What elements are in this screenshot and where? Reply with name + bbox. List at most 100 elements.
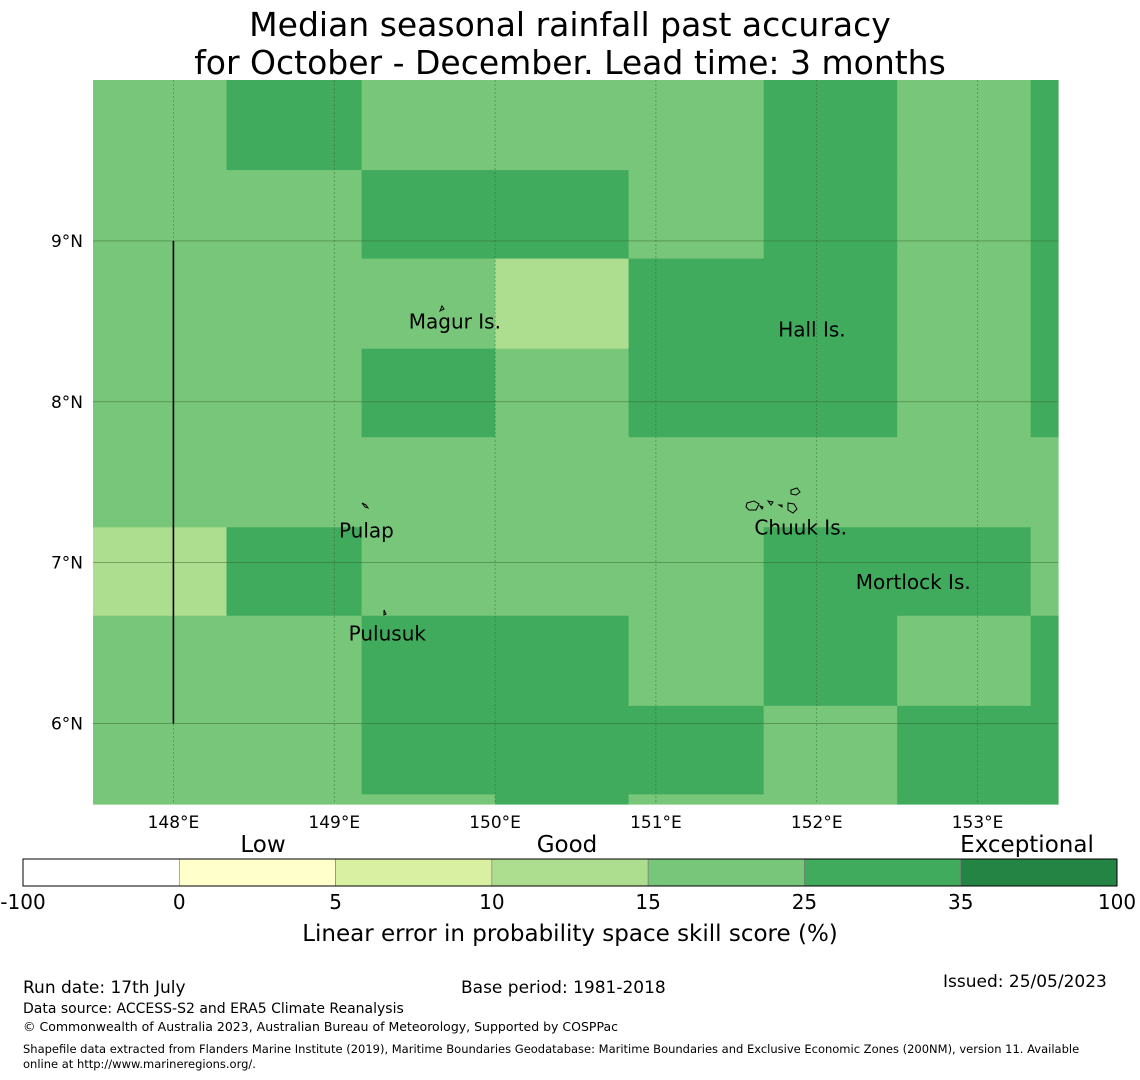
skill-cell bbox=[897, 170, 1032, 260]
skill-cell bbox=[763, 258, 898, 350]
lat-tick-label: 8°N bbox=[51, 393, 83, 413]
chuuk-island-outline bbox=[758, 505, 764, 510]
axis-ticks: 148°E 149°E 150°E 151°E 152°E 153°E 6°N 7°N 8°N 9… bbox=[51, 232, 1003, 833]
colorbar-category-label: Exceptional bbox=[960, 832, 1094, 858]
shapefile-credit-line1: Shapefile data extracted from Flanders M… bbox=[23, 1042, 1080, 1056]
skill-cell bbox=[226, 705, 363, 795]
skill-cell bbox=[628, 794, 765, 805]
skill-cell bbox=[93, 80, 228, 171]
map-title-line1: Median seasonal rainfall past accuracy bbox=[249, 5, 891, 44]
colorbar: -100 0 5 10 15 25 35 100 Low Good Exceptional Linea… bbox=[0, 832, 1136, 947]
colorbar-tick-label: 10 bbox=[479, 890, 504, 914]
skill-cell bbox=[628, 437, 765, 528]
skill-cell bbox=[628, 258, 765, 350]
place-label: Chuuk Is. bbox=[754, 515, 847, 539]
skill-cell bbox=[763, 170, 898, 260]
chuuk-island-outline bbox=[745, 500, 760, 511]
skill-cell bbox=[495, 258, 630, 350]
skill-cell bbox=[763, 527, 898, 617]
skill-cell bbox=[361, 258, 496, 350]
lon-tick-label: 150°E bbox=[469, 813, 521, 833]
chuuk-island-outline bbox=[790, 487, 801, 496]
colorbar-tick-label: 0 bbox=[173, 890, 186, 914]
skill-cell bbox=[226, 348, 363, 438]
colorbar-swatch bbox=[804, 858, 962, 887]
lon-tick-label: 148°E bbox=[148, 813, 200, 833]
place-label: Pulusuk bbox=[349, 621, 427, 645]
skill-cell bbox=[93, 705, 228, 795]
skill-cell bbox=[93, 258, 228, 350]
skill-cell bbox=[1030, 80, 1059, 171]
copyright-notice: © Commonwealth of Australia 2023, Austra… bbox=[23, 1019, 618, 1034]
pulusuk-island-outline bbox=[383, 609, 387, 616]
skill-cell bbox=[897, 80, 1032, 171]
skill-cell bbox=[361, 170, 496, 260]
colorbar-tick-label: 100 bbox=[1098, 890, 1136, 914]
skill-cell bbox=[495, 615, 630, 707]
lon-tick-label: 149°E bbox=[308, 813, 360, 833]
skill-cell bbox=[897, 527, 1032, 617]
skill-cell bbox=[897, 705, 1032, 795]
skill-cell bbox=[1030, 615, 1059, 707]
skill-cell bbox=[763, 348, 898, 438]
skill-cell bbox=[1030, 258, 1059, 350]
skill-cell bbox=[93, 437, 228, 528]
place-label: Pulap bbox=[339, 518, 394, 542]
skill-cell bbox=[495, 527, 630, 617]
colorbar-swatch bbox=[22, 858, 180, 887]
colorbar-swatch bbox=[960, 858, 1118, 887]
skill-cell bbox=[1030, 348, 1059, 438]
skill-cell bbox=[93, 527, 228, 617]
skill-cell bbox=[1030, 794, 1059, 805]
skill-cell bbox=[1030, 705, 1059, 795]
place-label: Mortlock Is. bbox=[856, 570, 971, 594]
skill-cell bbox=[361, 80, 496, 171]
map-title-line2: for October - December. Lead time: 3 mon… bbox=[194, 43, 946, 82]
colorbar-tick-label: 25 bbox=[792, 890, 817, 914]
lon-tick-label: 153°E bbox=[952, 813, 1004, 833]
skill-cell bbox=[628, 348, 765, 438]
magur-island-outline bbox=[439, 304, 445, 313]
skill-cell bbox=[897, 258, 1032, 350]
skill-cell bbox=[628, 80, 765, 171]
skill-cell bbox=[361, 527, 496, 617]
chuuk-island-outline bbox=[766, 500, 774, 506]
colorbar-tick-label: 15 bbox=[635, 890, 660, 914]
skill-cell bbox=[628, 170, 765, 260]
skill-cell bbox=[226, 615, 363, 707]
colorbar-title: Linear error in probability space skill … bbox=[302, 921, 838, 947]
skill-cell bbox=[495, 705, 630, 795]
shapefile-credit-line2: online at http://www.marineregions.org/. bbox=[23, 1057, 256, 1071]
skill-cell bbox=[495, 437, 630, 528]
colorbar-swatch bbox=[335, 858, 493, 887]
skill-cell bbox=[361, 705, 496, 795]
skill-cell bbox=[763, 80, 898, 171]
skill-cell bbox=[763, 794, 898, 805]
skill-cell bbox=[226, 170, 363, 260]
skill-cell bbox=[93, 615, 228, 707]
skill-cell bbox=[361, 437, 496, 528]
skill-cell bbox=[226, 80, 363, 171]
skill-cell bbox=[226, 437, 363, 528]
place-labels: Magur Is. Hall Is. Pulap Chuuk Is. Mortlock … bbox=[339, 309, 971, 645]
map-figure: Magur Is. Hall Is. Pulap Chuuk Is. Mortlock … bbox=[0, 80, 1136, 947]
skill-cell bbox=[628, 705, 765, 795]
colorbar-swatch bbox=[647, 858, 805, 887]
skill-cell bbox=[495, 348, 630, 438]
island-outlines bbox=[361, 304, 801, 616]
lat-tick-label: 6°N bbox=[51, 715, 83, 735]
skill-cell bbox=[1030, 527, 1059, 617]
run-date: Run date: 17th July bbox=[23, 978, 186, 998]
skill-cell bbox=[226, 258, 363, 350]
skill-cell bbox=[361, 615, 496, 707]
lat-tick-label: 7°N bbox=[51, 554, 83, 574]
skill-cell bbox=[495, 170, 630, 260]
place-label: Hall Is. bbox=[778, 317, 845, 341]
skill-cell bbox=[495, 794, 630, 805]
skill-cell bbox=[93, 794, 228, 805]
colorbar-swatch bbox=[178, 858, 336, 887]
colorbar-tick-label: 35 bbox=[948, 890, 973, 914]
data-source: Data source: ACCESS-S2 and ERA5 Climate … bbox=[23, 1001, 404, 1017]
skill-cell bbox=[763, 705, 898, 795]
colorbar-frame bbox=[22, 858, 1118, 887]
